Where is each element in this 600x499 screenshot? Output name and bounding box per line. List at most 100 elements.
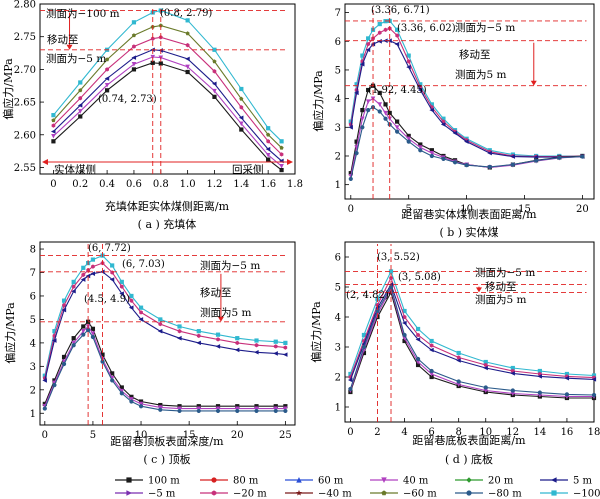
panel-b-ytick-label: 3 [335,123,341,134]
panel-c-reference-lines [40,244,288,425]
data-point-a [265,152,271,158]
data-point-a [150,36,155,41]
side-arrow-left-head [42,159,48,165]
data-point-c [138,401,144,407]
legend-marker [211,477,217,483]
panel-b-caption: ( b ) 实体煤 [439,225,498,239]
data-point-b [533,158,539,163]
data-point-d [537,390,542,395]
data-point-c [71,343,76,348]
data-point-b [487,150,492,156]
panel-a-ytick-label: 2.55 [14,163,36,174]
data-point-b [354,90,359,96]
legend-marker [466,490,472,496]
panel-c-ytick-label: 4 [30,338,36,349]
panel-d-caption: ( d ) 底板 [445,452,493,466]
panel-b-xtick-label: 0 [348,204,354,215]
data-point-a [105,67,109,72]
legend-label: −20 m [233,489,267,499]
data-point-c [138,317,144,322]
data-point-c [90,271,96,276]
data-point-c [129,397,134,402]
panel-b-annot-m5: 测面为−5 m [455,21,515,34]
series-line-d--80 m [349,285,595,396]
data-point-c [282,352,288,357]
panel-a-annot-top-peak: (0.8, 2.79) [160,8,212,19]
data-point-b [417,145,423,150]
data-point-b [406,64,411,70]
data-point-c [129,293,134,299]
data-point-b [383,110,388,116]
data-point-b [406,136,411,142]
data-point-b [377,90,382,95]
data-point-c [254,338,259,343]
panel-b-ytick-label: 2 [335,151,341,162]
data-point-b [440,122,446,127]
data-point-a [185,18,190,23]
panel-b-chart: 偏应力/MPa 距留巷实体煤侧表面距离/m ( b ) 实体煤 0 5 10 15 20… [311,3,595,239]
data-point-a [238,115,244,121]
data-point-c [109,277,115,282]
panel-b-ytick-label: 4 [335,94,341,105]
data-point-c [90,334,96,340]
panel-c-frame [39,241,296,426]
data-point-d [402,314,407,320]
panel-a-ytick-label: 2.60 [14,130,36,141]
panel-b-xtick-label: 20 [576,204,589,215]
data-point-b [395,119,400,124]
series-line-c--20 m [44,262,286,379]
panel-a-xtick-label: 1.4 [233,179,249,190]
data-point-c [71,284,76,289]
data-point-c [273,351,278,356]
data-point-d [429,347,434,353]
data-point-a [150,54,156,60]
series-line-a--60 m [52,25,282,149]
panel-b-frame [344,3,595,200]
panel-d-ytick-label: 6 [335,253,341,264]
data-point-c [283,340,288,345]
data-point-c [71,288,76,294]
panel-b-annot-low-peak: (1.92, 4.45) [368,85,427,96]
data-point-b [464,139,469,144]
panel-a-annot-m100: 测面为−100 m [46,7,120,20]
data-point-b [365,47,371,53]
panel-a-ylabel: 偏应力/MPa [1,58,15,120]
panel-a-xtick-label: 0 [50,179,56,190]
legend-label: −100 m [573,489,600,499]
panel-a-xtick-label: 1.0 [180,179,196,190]
data-point-b [348,125,353,130]
data-point-c [273,339,278,344]
data-point-b [366,108,371,113]
panel-c-ytick-label: 3 [30,362,36,373]
data-point-b [406,59,411,64]
data-point-c [157,405,163,410]
data-point-c [235,408,240,414]
data-point-c [61,307,67,313]
panel-d-annot-p5: 测面为5 m [475,293,527,306]
data-point-c [196,340,201,346]
panel-d-ytick-label: 1 [335,403,341,414]
data-point-d [415,356,421,362]
data-point-c [129,399,134,404]
data-point-a [185,43,190,48]
data-point-b [417,87,423,93]
data-point-b [406,53,411,58]
data-point-c [80,277,86,282]
series-line-c--100 m [44,254,286,376]
data-point-c [110,270,114,275]
data-point-b [464,163,469,168]
series-line-a--100 m [52,9,282,142]
legend-label: 20 m [488,476,514,487]
panel-b-reference-lines [345,6,587,199]
data-point-c [61,361,67,367]
data-point-c [254,343,259,348]
panel-c-ytick-label: 1 [30,409,36,420]
data-point-d [429,368,434,374]
data-point-d [415,326,421,332]
panel-c-xtick-label: 20 [231,430,244,441]
move-arrow-head [66,44,73,50]
side-arrow-right-head [287,159,293,165]
data-point-b [395,129,400,134]
